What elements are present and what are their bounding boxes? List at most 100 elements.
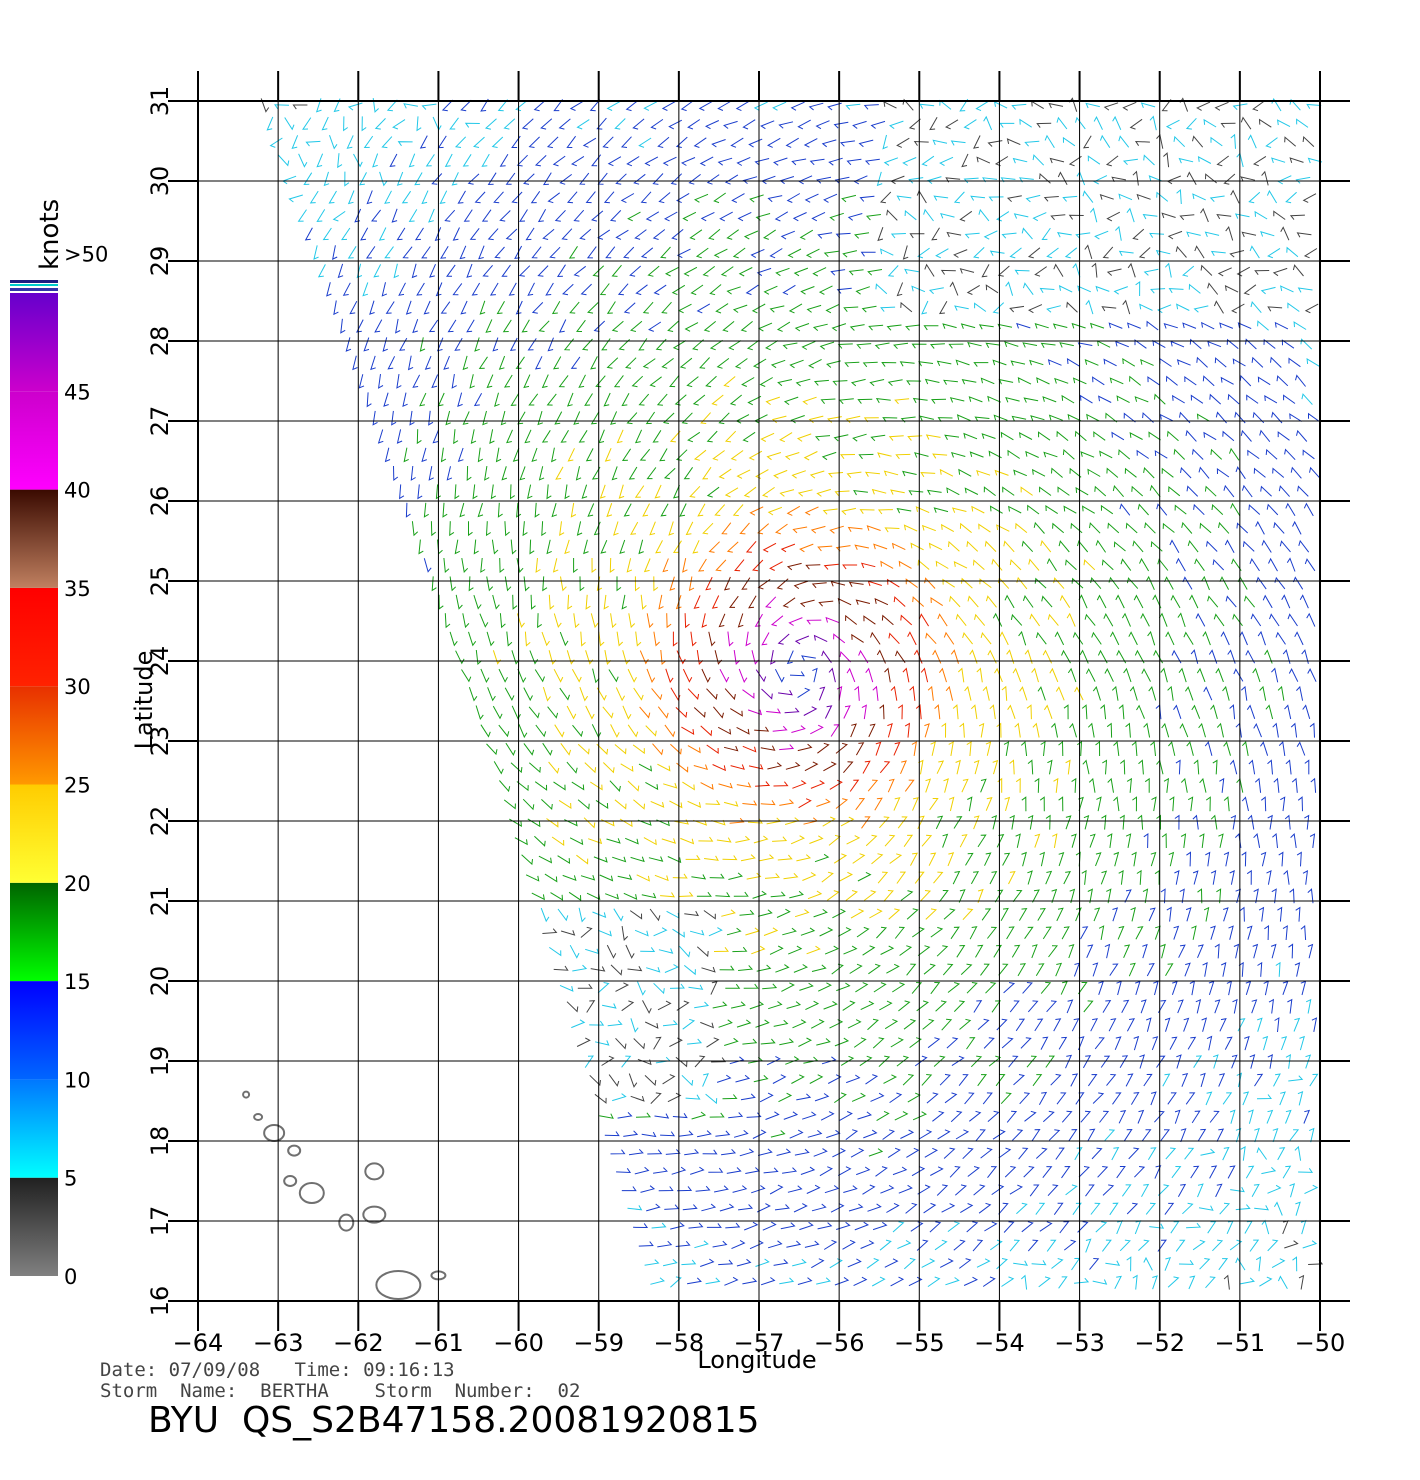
wind-barb <box>653 1036 662 1050</box>
wind-barb <box>725 1222 741 1229</box>
wind-barb <box>683 266 698 277</box>
wind-barb <box>1071 322 1086 329</box>
wind-barb <box>1047 613 1059 626</box>
wind-barb <box>619 818 633 828</box>
wind-barb <box>563 338 575 351</box>
wind-barb <box>1306 612 1316 627</box>
wind-barb <box>603 392 611 407</box>
wind-barb <box>680 157 696 166</box>
wind-barb <box>455 594 463 610</box>
wind-barb <box>1161 99 1172 112</box>
wind-barb <box>1074 1277 1090 1284</box>
wind-barb <box>931 227 940 241</box>
wind-barb <box>940 269 956 275</box>
wind-barb <box>1249 245 1260 259</box>
wind-barb <box>1202 630 1211 646</box>
wind-barb <box>630 1018 639 1033</box>
wind-barb <box>560 743 572 756</box>
wind-barb <box>515 100 528 112</box>
wind-barb <box>637 819 652 826</box>
wind-barb <box>597 229 611 240</box>
wind-barb <box>1249 558 1260 572</box>
wind-barb <box>1109 963 1119 976</box>
wind-barb <box>1126 777 1132 793</box>
wind-barb <box>1197 1128 1207 1142</box>
wind-barb <box>1268 998 1275 1014</box>
wind-barb <box>1292 1256 1298 1272</box>
wind-barb <box>829 212 844 221</box>
wind-barb <box>997 323 1013 330</box>
wind-barb <box>1164 1017 1171 1032</box>
wind-barb <box>468 631 477 647</box>
wind-barb <box>491 136 504 148</box>
wind-barb <box>929 798 939 811</box>
wind-barb <box>794 635 810 645</box>
wind-barb <box>1282 980 1289 995</box>
wind-barb <box>1132 796 1138 812</box>
wind-barb <box>968 1110 982 1122</box>
wind-barb <box>1215 1183 1223 1198</box>
wind-barb <box>883 470 899 477</box>
wind-barb <box>863 890 877 901</box>
wind-barb <box>796 1093 812 1101</box>
legend-label: 45 <box>64 380 91 404</box>
wind-barb <box>850 378 866 387</box>
wind-barb <box>793 1203 808 1213</box>
wind-barb <box>1080 1110 1092 1123</box>
wind-barb <box>688 174 701 185</box>
wind-barb <box>576 1037 591 1047</box>
wind-barb <box>737 613 744 628</box>
wind-barb <box>1044 134 1055 149</box>
wind-barb <box>1134 649 1145 664</box>
wind-barb <box>720 266 734 277</box>
wind-barb <box>332 210 346 222</box>
wind-barb <box>625 837 639 845</box>
wind-barb <box>978 208 990 222</box>
wind-barb <box>1113 851 1120 867</box>
wind-barb <box>616 576 622 592</box>
legend-top-stripe-1 <box>10 280 58 283</box>
wind-barb <box>743 486 757 498</box>
wind-barb <box>449 521 455 537</box>
lat-tick-label: 17 <box>146 1206 174 1237</box>
wind-barb <box>362 282 369 297</box>
wind-barb <box>1092 376 1105 386</box>
wind-barb <box>667 320 679 332</box>
wind-barb <box>937 1129 951 1140</box>
wind-barb <box>1085 1238 1092 1253</box>
wind-barb <box>1207 1221 1217 1234</box>
wind-barb <box>1025 194 1041 203</box>
wind-barb <box>964 685 972 701</box>
wind-barb <box>1191 925 1197 940</box>
wind-barb <box>1115 225 1122 241</box>
wind-barb <box>1128 631 1138 646</box>
wind-barb <box>976 156 991 164</box>
wind-barb <box>663 782 678 789</box>
wind-barb <box>774 668 785 683</box>
wind-barb <box>1241 851 1247 867</box>
wind-barb <box>1100 704 1107 720</box>
wind-barb <box>421 103 437 110</box>
wind-barb <box>648 321 662 332</box>
wind-barb <box>1296 118 1309 128</box>
wind-barb <box>1040 342 1056 349</box>
wind-barb <box>439 190 448 204</box>
wind-barb <box>623 246 635 259</box>
wind-barb <box>950 649 959 664</box>
wind-barb <box>371 209 381 222</box>
wind-barb <box>591 210 604 222</box>
wind-barb <box>530 191 541 204</box>
wind-barb <box>828 667 836 683</box>
wind-barb <box>454 484 460 500</box>
wind-barb <box>959 98 969 112</box>
wind-barb <box>806 945 821 955</box>
wind-barb <box>604 650 612 665</box>
wind-barb <box>654 874 669 882</box>
wind-barb <box>1154 869 1160 885</box>
wind-barb <box>1261 1167 1277 1175</box>
wind-barb <box>1275 961 1281 977</box>
wind-barb <box>653 982 665 995</box>
wind-barb <box>385 301 395 314</box>
wind-barb <box>732 946 748 953</box>
